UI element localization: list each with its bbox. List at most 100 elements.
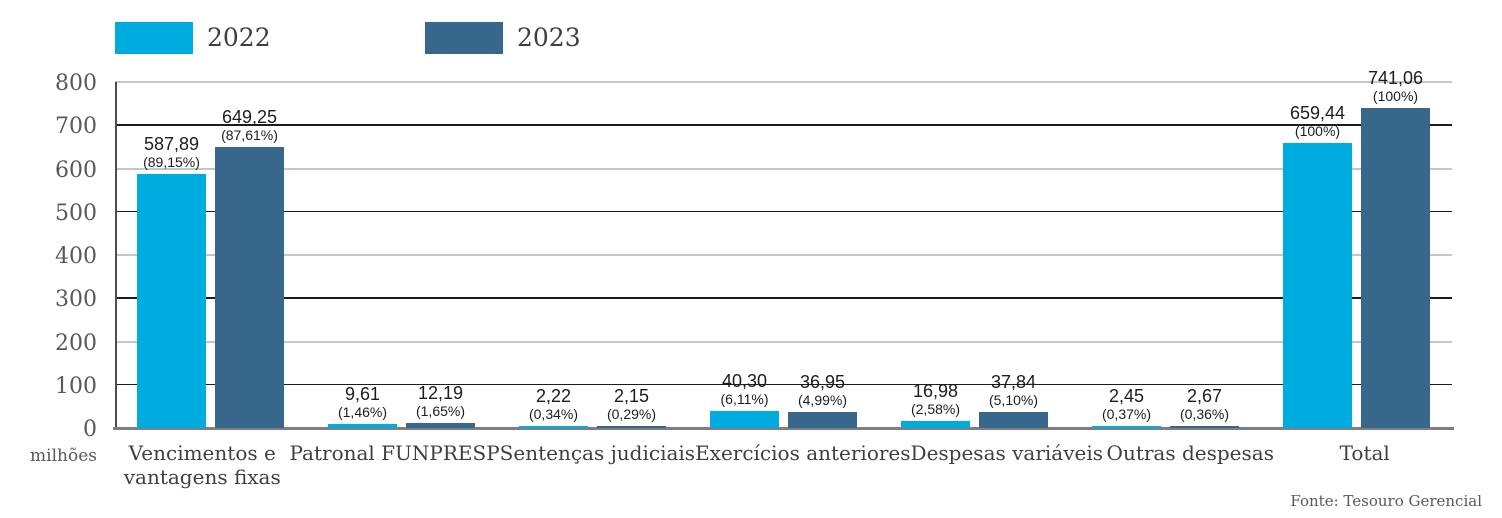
y-tick-label-0: 0 bbox=[83, 417, 97, 442]
bar-value-label: 36,95 bbox=[799, 372, 846, 393]
bar-group-3: 2,22 (0,34%) 2,15 (0,29%) bbox=[497, 82, 688, 428]
bar-group-5: 16,98 (2,58%) 37,84 (5,10%) bbox=[879, 82, 1070, 428]
bar-value-label: 587,89 bbox=[143, 133, 200, 154]
bar-percent-label: (2,58%) bbox=[910, 400, 961, 417]
y-tick-label-700: 700 bbox=[55, 114, 97, 140]
bar-label-2022-1: 587,89 (89,15%) bbox=[143, 134, 200, 171]
x-axis-baseline bbox=[113, 426, 1454, 430]
bar-percent-label: (1,46%) bbox=[337, 403, 388, 420]
bar-value-label: 37,84 bbox=[990, 371, 1037, 392]
legend-swatch-2022 bbox=[115, 22, 193, 54]
y-tick-label-100: 100 bbox=[55, 373, 97, 399]
y-axis-unit-label: milhões bbox=[30, 446, 97, 466]
bar-label-2022-4: 40,30 (6,11%) bbox=[721, 371, 769, 408]
bar-percent-label: (87,61%) bbox=[221, 127, 278, 144]
bar-groups: 587,89 (89,15%) 649,25 (87,61%) 9,61 (1,46%) 1… bbox=[115, 68, 1452, 428]
gridline-100 bbox=[115, 383, 1452, 386]
bar-percent-label: (0,34%) bbox=[528, 406, 579, 422]
bar-label-2022-3: 2,22 (0,34%) bbox=[529, 386, 578, 423]
bar-value-label: 741,06 bbox=[1367, 67, 1424, 88]
bar-2023-3: 2,15 (0,29%) bbox=[597, 386, 666, 428]
bar-group-1: 587,89 (89,15%) 649,25 (87,61%) bbox=[115, 82, 306, 428]
y-tick-label-300: 300 bbox=[55, 287, 97, 313]
bar-label-2023-7: 741,06 (100%) bbox=[1368, 68, 1423, 105]
plot-area bbox=[115, 81, 1452, 428]
bar-value-label: 2,67 bbox=[1186, 386, 1223, 406]
bar-2022-7: 659,44 (100%) bbox=[1283, 103, 1352, 428]
bar-percent-label: (4,99%) bbox=[797, 392, 848, 409]
bar-value-label: 659,44 bbox=[1289, 102, 1346, 123]
category-label-2: Patronal FUNPRESP bbox=[289, 441, 500, 465]
category-label-7: Total bbox=[1339, 441, 1390, 465]
bar-percent-label: (0,36%) bbox=[1179, 406, 1230, 422]
bar-2022-4: 40,30 (6,11%) bbox=[710, 371, 779, 428]
bar-percent-label: (100%) bbox=[1372, 87, 1419, 104]
y-tick-label-800: 800 bbox=[55, 71, 97, 96]
bar-2023-7: 741,06 (100%) bbox=[1361, 68, 1430, 428]
bar-2023-6: 2,67 (0,36%) bbox=[1170, 386, 1239, 428]
legend-item-2022: 2022 bbox=[115, 22, 271, 54]
category-label-6: Outras despesas bbox=[1106, 441, 1274, 465]
category-label-4: Exercícios anteriores bbox=[695, 441, 911, 465]
bar-value-label: 2,15 bbox=[613, 386, 650, 406]
y-tick-label-600: 600 bbox=[55, 157, 97, 183]
bar-2022-6: 2,45 (0,37%) bbox=[1092, 386, 1161, 428]
y-axis-line bbox=[115, 82, 117, 428]
bar-percent-label: (89,15%) bbox=[143, 153, 200, 170]
legend-label-2023: 2023 bbox=[517, 23, 581, 52]
category-label-3: Sentenças judiciais bbox=[499, 441, 696, 465]
bar-2023-5: 37,84 (5,10%) bbox=[979, 372, 1048, 428]
bar-label-2023-6: 2,67 (0,36%) bbox=[1180, 386, 1229, 423]
bar-value-label: 12,19 bbox=[417, 382, 464, 403]
gridline-800 bbox=[115, 81, 1452, 83]
y-tick-label-500: 500 bbox=[55, 200, 97, 226]
bar-2022-2: 9,61 (1,46%) bbox=[328, 384, 397, 428]
bar-percent-label: (0,37%) bbox=[1101, 406, 1152, 422]
bar-value-label: 649,25 bbox=[221, 107, 278, 128]
gridline-600 bbox=[115, 167, 1452, 170]
legend-label-2022: 2022 bbox=[207, 23, 271, 52]
bar-group-4: 40,30 (6,11%) 36,95 (4,99%) bbox=[688, 82, 879, 428]
gridline-400 bbox=[115, 254, 1452, 256]
bar-percent-label: (1,65%) bbox=[415, 402, 466, 419]
category-axis-labels: Vencimentos e vantagens fixas Patronal FU… bbox=[115, 441, 1452, 489]
category-label-1: Vencimentos e vantagens fixas bbox=[123, 441, 281, 489]
y-tick-label-200: 200 bbox=[55, 330, 97, 356]
gridline-500 bbox=[115, 210, 1452, 213]
bar-2022-5: 16,98 (2,58%) bbox=[901, 381, 970, 428]
y-axis-labels: 0 100 200 300 400 500 600 700 800 bbox=[0, 72, 97, 442]
bar-value-label: 2,45 bbox=[1108, 386, 1145, 406]
gridline-300 bbox=[115, 297, 1452, 299]
bar-percent-label: (5,10%) bbox=[988, 391, 1039, 408]
bar-label-2023-2: 12,19 (1,65%) bbox=[416, 383, 465, 420]
bar-2022-1: 587,89 (89,15%) bbox=[137, 134, 206, 428]
bar-value-label: 16,98 bbox=[912, 380, 959, 401]
legend-swatch-2023 bbox=[425, 22, 503, 54]
source-note: Fonte: Tesouro Gerencial bbox=[1290, 492, 1482, 510]
bar-label-2022-6: 2,45 (0,37%) bbox=[1102, 386, 1151, 423]
bar-value-label: 2,22 bbox=[535, 386, 572, 406]
bar-2023-1: 649,25 (87,61%) bbox=[215, 107, 284, 428]
bar-label-2022-2: 9,61 (1,46%) bbox=[338, 384, 387, 421]
bar-label-2023-1: 649,25 (87,61%) bbox=[221, 107, 278, 144]
bar-label-2023-5: 37,84 (5,10%) bbox=[989, 372, 1038, 409]
bar-group-7: 659,44 (100%) 741,06 (100%) bbox=[1261, 68, 1452, 428]
bar-2022-3: 2,22 (0,34%) bbox=[519, 386, 588, 428]
bar-percent-label: (0,29%) bbox=[606, 406, 657, 422]
bar-percent-label: (100%) bbox=[1294, 122, 1341, 139]
bar-2023-4: 36,95 (4,99%) bbox=[788, 372, 857, 428]
bar-value-label: 40,30 bbox=[721, 370, 768, 391]
y-tick-label-400: 400 bbox=[55, 244, 97, 269]
bar-2023-2: 12,19 (1,65%) bbox=[406, 383, 475, 428]
gridline-200 bbox=[115, 340, 1452, 343]
bar-label-2022-7: 659,44 (100%) bbox=[1290, 103, 1345, 140]
bar-label-2023-3: 2,15 (0,29%) bbox=[607, 386, 656, 423]
bar-group-2: 9,61 (1,46%) 12,19 (1,65%) bbox=[306, 82, 497, 428]
bar-label-2023-4: 36,95 (4,99%) bbox=[798, 372, 847, 409]
category-label-5: Despesas variáveis bbox=[910, 441, 1104, 465]
bar-group-6: 2,45 (0,37%) 2,67 (0,36%) bbox=[1070, 82, 1261, 428]
gridline-700 bbox=[115, 124, 1452, 126]
bar-label-2022-5: 16,98 (2,58%) bbox=[911, 381, 960, 418]
bar-percent-label: (6,11%) bbox=[720, 390, 769, 407]
